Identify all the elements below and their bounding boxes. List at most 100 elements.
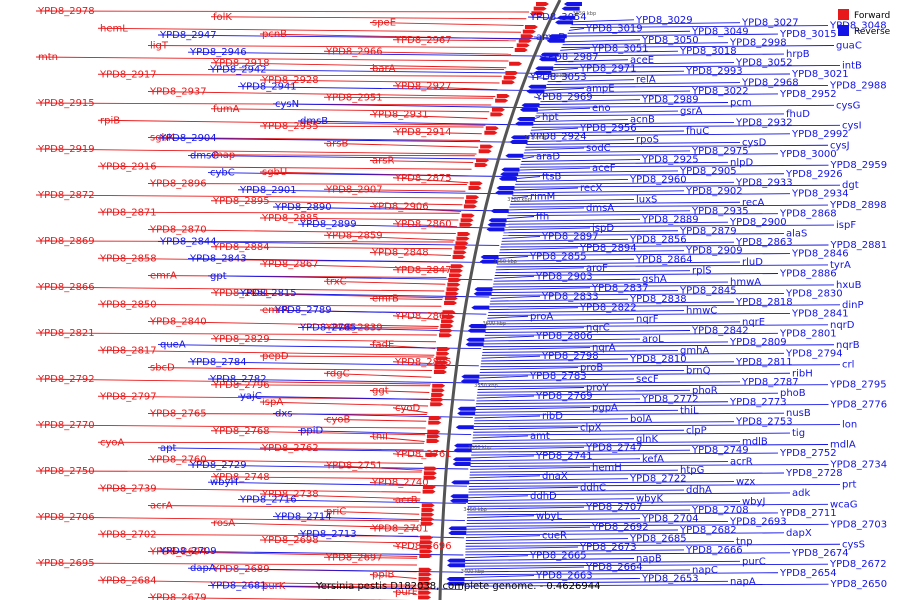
forward-feature-arrow: [418, 586, 432, 591]
leader-line: [464, 566, 585, 570]
scale-tick-label: 3600 kbp: [483, 321, 507, 327]
leader-line: [479, 372, 791, 376]
gene-label: dnaX: [542, 471, 568, 482]
gene-label: cysG: [836, 100, 860, 111]
gene-label: YPD8_2932: [735, 117, 793, 128]
gene-label: YPD8_2847: [394, 265, 452, 276]
gene-label: sgbK: [150, 133, 175, 144]
gene-label: YPD8_2696: [394, 541, 452, 552]
leader-line: [474, 418, 629, 422]
scale-tick-label: 3850 kbp: [573, 11, 597, 17]
gene-label: YPD8_2811: [735, 357, 793, 368]
gene-label: pepD: [262, 351, 289, 362]
leader-line: [466, 526, 591, 530]
leader-line: [571, 22, 741, 26]
gene-label: nqrF: [636, 314, 659, 325]
gene-label: eno: [592, 103, 611, 114]
leader-line: [97, 349, 435, 356]
reverse-feature-arrow: [474, 287, 493, 292]
gene-label: ampD: [536, 32, 566, 43]
forward-feature-arrow: [449, 273, 463, 278]
leader-line: [469, 472, 785, 476]
leader-line: [392, 223, 458, 228]
leader-line: [35, 378, 431, 385]
leader-line: [157, 34, 564, 40]
reverse-feature-arrow: [448, 531, 467, 535]
gene-label: YPD8_2738: [261, 489, 319, 500]
gene-label: YPD8_2846: [791, 249, 849, 260]
gene-label: YPD8_2864: [635, 254, 693, 265]
gene-label: YPD8_2708: [691, 505, 749, 516]
gene-label: cueR: [542, 531, 567, 542]
forward-feature-arrow: [432, 383, 446, 388]
gene-label: queA: [160, 340, 186, 351]
leader-line: [210, 246, 453, 250]
gene-label: acrA: [150, 501, 173, 512]
reverse-feature-arrow: [510, 135, 529, 140]
leader-line: [297, 326, 484, 332]
gene-label: napB: [636, 554, 662, 565]
forward-feature-arrow: [484, 130, 498, 135]
gene-label: aceF: [592, 163, 616, 174]
leader-line: [489, 301, 735, 305]
leader-line: [531, 124, 841, 128]
leader-line: [259, 125, 484, 128]
gene-label: clpP: [686, 425, 707, 436]
forward-feature-arrow: [448, 278, 462, 282]
gene-label: proA: [530, 311, 553, 322]
gene-label: YPD8_2772: [641, 394, 699, 405]
reverse-feature-arrow: [519, 107, 538, 112]
gene-label: YPD8_2855: [529, 251, 587, 262]
leader-line: [392, 545, 418, 551]
gene-label: fhuC: [686, 126, 709, 137]
gene-label: hmwC: [686, 306, 717, 317]
map-caption: Yersinia pestis D182038, complete genome…: [315, 581, 600, 592]
gene-label: YPD8_2769: [535, 391, 593, 402]
leader-line: [553, 65, 841, 68]
gene-label: fhuD: [786, 109, 810, 120]
gene-label: YPD8_2868: [779, 209, 837, 220]
gene-label: wcaG: [830, 499, 858, 510]
gene-label: wbyL: [536, 511, 562, 522]
gene-label: gmhA: [680, 345, 709, 356]
leader-line: [533, 119, 629, 123]
leader-line: [512, 193, 791, 197]
leader-line: [481, 358, 629, 362]
gene-label: YPD8_2773: [729, 397, 787, 408]
forward-feature-arrow: [490, 112, 504, 117]
gene-label: emrA: [150, 271, 177, 282]
gene-label: cyoD: [395, 403, 421, 414]
leader-line: [479, 375, 529, 379]
gene-label: recX: [580, 183, 603, 194]
scale-tick-label: 3400 kbp: [461, 569, 485, 575]
leader-line: [516, 176, 541, 180]
leader-line: [187, 567, 463, 573]
gene-label: YPD8_2988: [829, 80, 887, 91]
leader-line: [474, 421, 735, 425]
gene-label: YPD8_2906: [371, 202, 429, 213]
gene-label: YPD8_2903: [535, 271, 593, 282]
leader-line: [97, 533, 419, 537]
leader-line: [472, 432, 791, 436]
gene-label: YPD8_2942: [209, 64, 267, 75]
leader-line: [464, 578, 641, 581]
gene-label: YPD8_2650: [830, 579, 888, 590]
leader-line: [323, 96, 494, 99]
leader-line: [392, 591, 417, 595]
gene-label: YPD8_2810: [629, 354, 687, 365]
gene-label: YPD8_2966: [325, 46, 383, 57]
leader-line: [147, 45, 514, 48]
leader-line: [522, 156, 535, 160]
gene-label: YPD8_2704: [641, 514, 699, 525]
gene-label: dmsB: [300, 116, 328, 127]
leader-line: [478, 381, 741, 385]
leader-line: [497, 258, 635, 262]
leader-line: [514, 184, 841, 188]
leader-line: [187, 258, 496, 264]
leader-line: [502, 233, 785, 237]
gene-label: ribH: [792, 368, 813, 379]
forward-feature-arrow: [420, 535, 434, 540]
gene-label: ggt: [372, 386, 389, 397]
forward-feature-arrow: [422, 489, 436, 494]
leader-line: [568, 27, 585, 31]
